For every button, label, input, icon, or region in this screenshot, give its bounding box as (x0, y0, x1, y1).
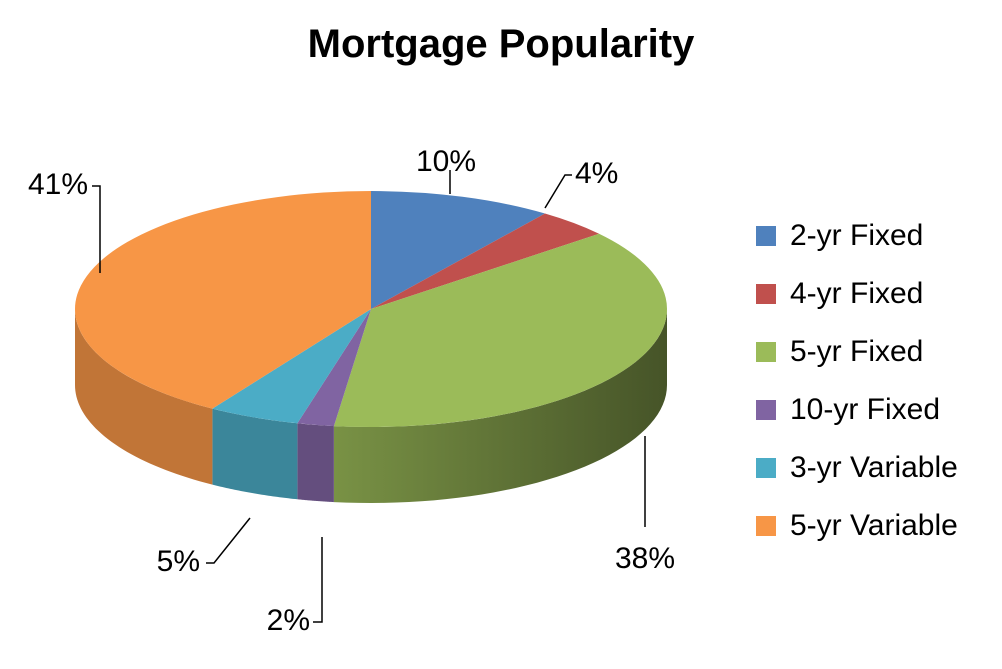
legend-item: 10-yr Fixed (756, 381, 958, 439)
legend: 2-yr Fixed 4-yr Fixed 5-yr Fixed 10-yr F… (756, 207, 958, 555)
data-label: 4% (575, 157, 618, 190)
legend-swatch (756, 458, 776, 478)
data-label-layer: 10% 4% 38% 2% 5% 41% (28, 145, 675, 637)
data-label: 2% (267, 604, 310, 637)
pie-side-3 (297, 423, 334, 503)
data-label: 38% (615, 542, 675, 575)
data-label: 41% (28, 168, 88, 201)
pie-slice-1 (371, 213, 600, 309)
legend-swatch (756, 400, 776, 420)
legend-item: 5-yr Variable (756, 497, 958, 555)
legend-label: 4-yr Fixed (790, 277, 924, 310)
pie-side-layer (75, 309, 667, 503)
pie-slice-5 (75, 191, 372, 409)
pie-slice-0 (371, 191, 545, 309)
chart-title: Mortgage Popularity (307, 22, 695, 66)
pie-side-5 (75, 309, 213, 485)
legend-swatch (756, 284, 776, 304)
legend-swatch (756, 342, 776, 362)
leader-line (544, 174, 572, 209)
pie-slice-3 (297, 309, 371, 427)
pie-top-layer (75, 191, 668, 428)
pie-slice-2 (333, 233, 668, 428)
legend-label: 3-yr Variable (790, 451, 958, 484)
leader-line (206, 517, 251, 564)
legend-label: 10-yr Fixed (790, 393, 941, 426)
legend-swatch (756, 516, 776, 536)
legend-item: 5-yr Fixed (756, 323, 958, 381)
legend-item: 2-yr Fixed (756, 207, 958, 265)
legend-swatch (756, 226, 776, 246)
legend-item: 3-yr Variable (756, 439, 958, 497)
data-label: 10% (416, 145, 476, 178)
legend-label: 5-yr Fixed (790, 335, 924, 368)
legend-label: 2-yr Fixed (790, 219, 924, 252)
legend-item: 4-yr Fixed (756, 265, 958, 323)
leader-line (313, 537, 323, 623)
leader-line (92, 185, 101, 273)
pie-side-4 (212, 408, 298, 500)
data-label: 5% (157, 545, 200, 578)
legend-label: 5-yr Variable (790, 509, 958, 542)
pie-slice-4 (212, 309, 371, 424)
pie-side-2 (333, 309, 667, 503)
